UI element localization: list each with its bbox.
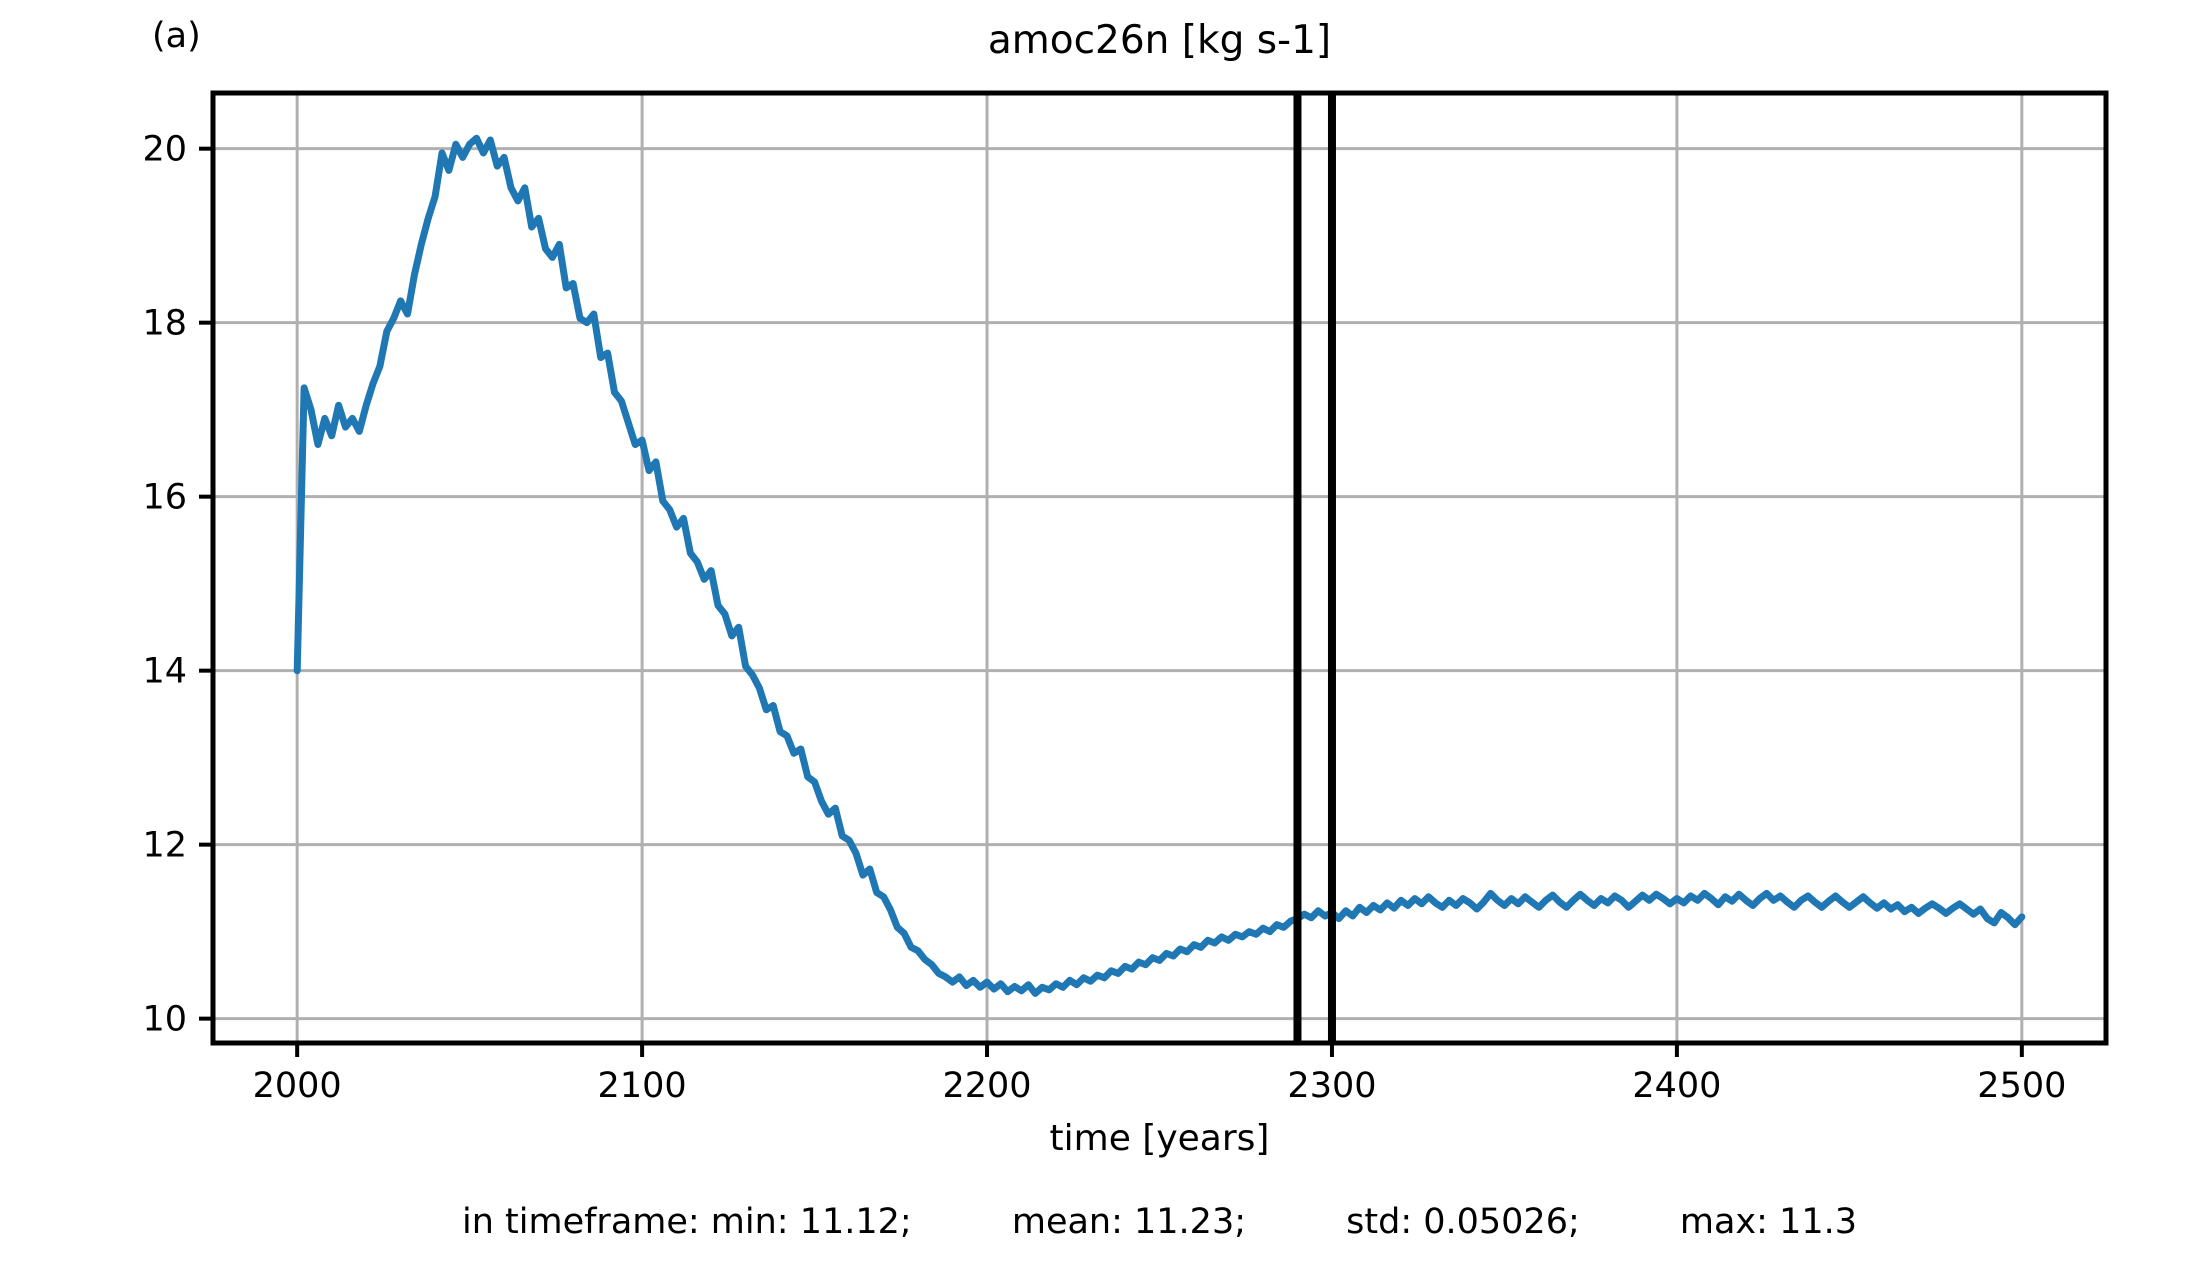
x-tick-label: 2200: [942, 1066, 1031, 1106]
panel-label: (a): [152, 16, 201, 56]
y-tick-label: 16: [142, 478, 187, 518]
y-tick-label: 14: [142, 652, 187, 692]
timeframe-stats: in timeframe: min: 11.12; mean: 11.23; s…: [462, 1202, 1857, 1242]
x-tick-label: 2100: [598, 1066, 687, 1106]
chart-title: amoc26n [kg s-1]: [987, 18, 1332, 63]
x-tick-label: 2400: [1632, 1066, 1721, 1106]
y-tick-label: 10: [142, 1000, 187, 1040]
x-tick-label: 2000: [253, 1066, 342, 1106]
axes-frame: [210, 90, 2109, 1046]
y-tick-label: 20: [142, 130, 187, 170]
x-tick-label: 2500: [1977, 1066, 2066, 1106]
y-tick-label: 18: [142, 304, 187, 344]
x-axis-label: time [years]: [1049, 1118, 1270, 1159]
x-tick-label: 2300: [1287, 1066, 1376, 1106]
amoc26n-series-line: [293, 134, 2026, 997]
y-tick-label: 12: [142, 826, 187, 866]
